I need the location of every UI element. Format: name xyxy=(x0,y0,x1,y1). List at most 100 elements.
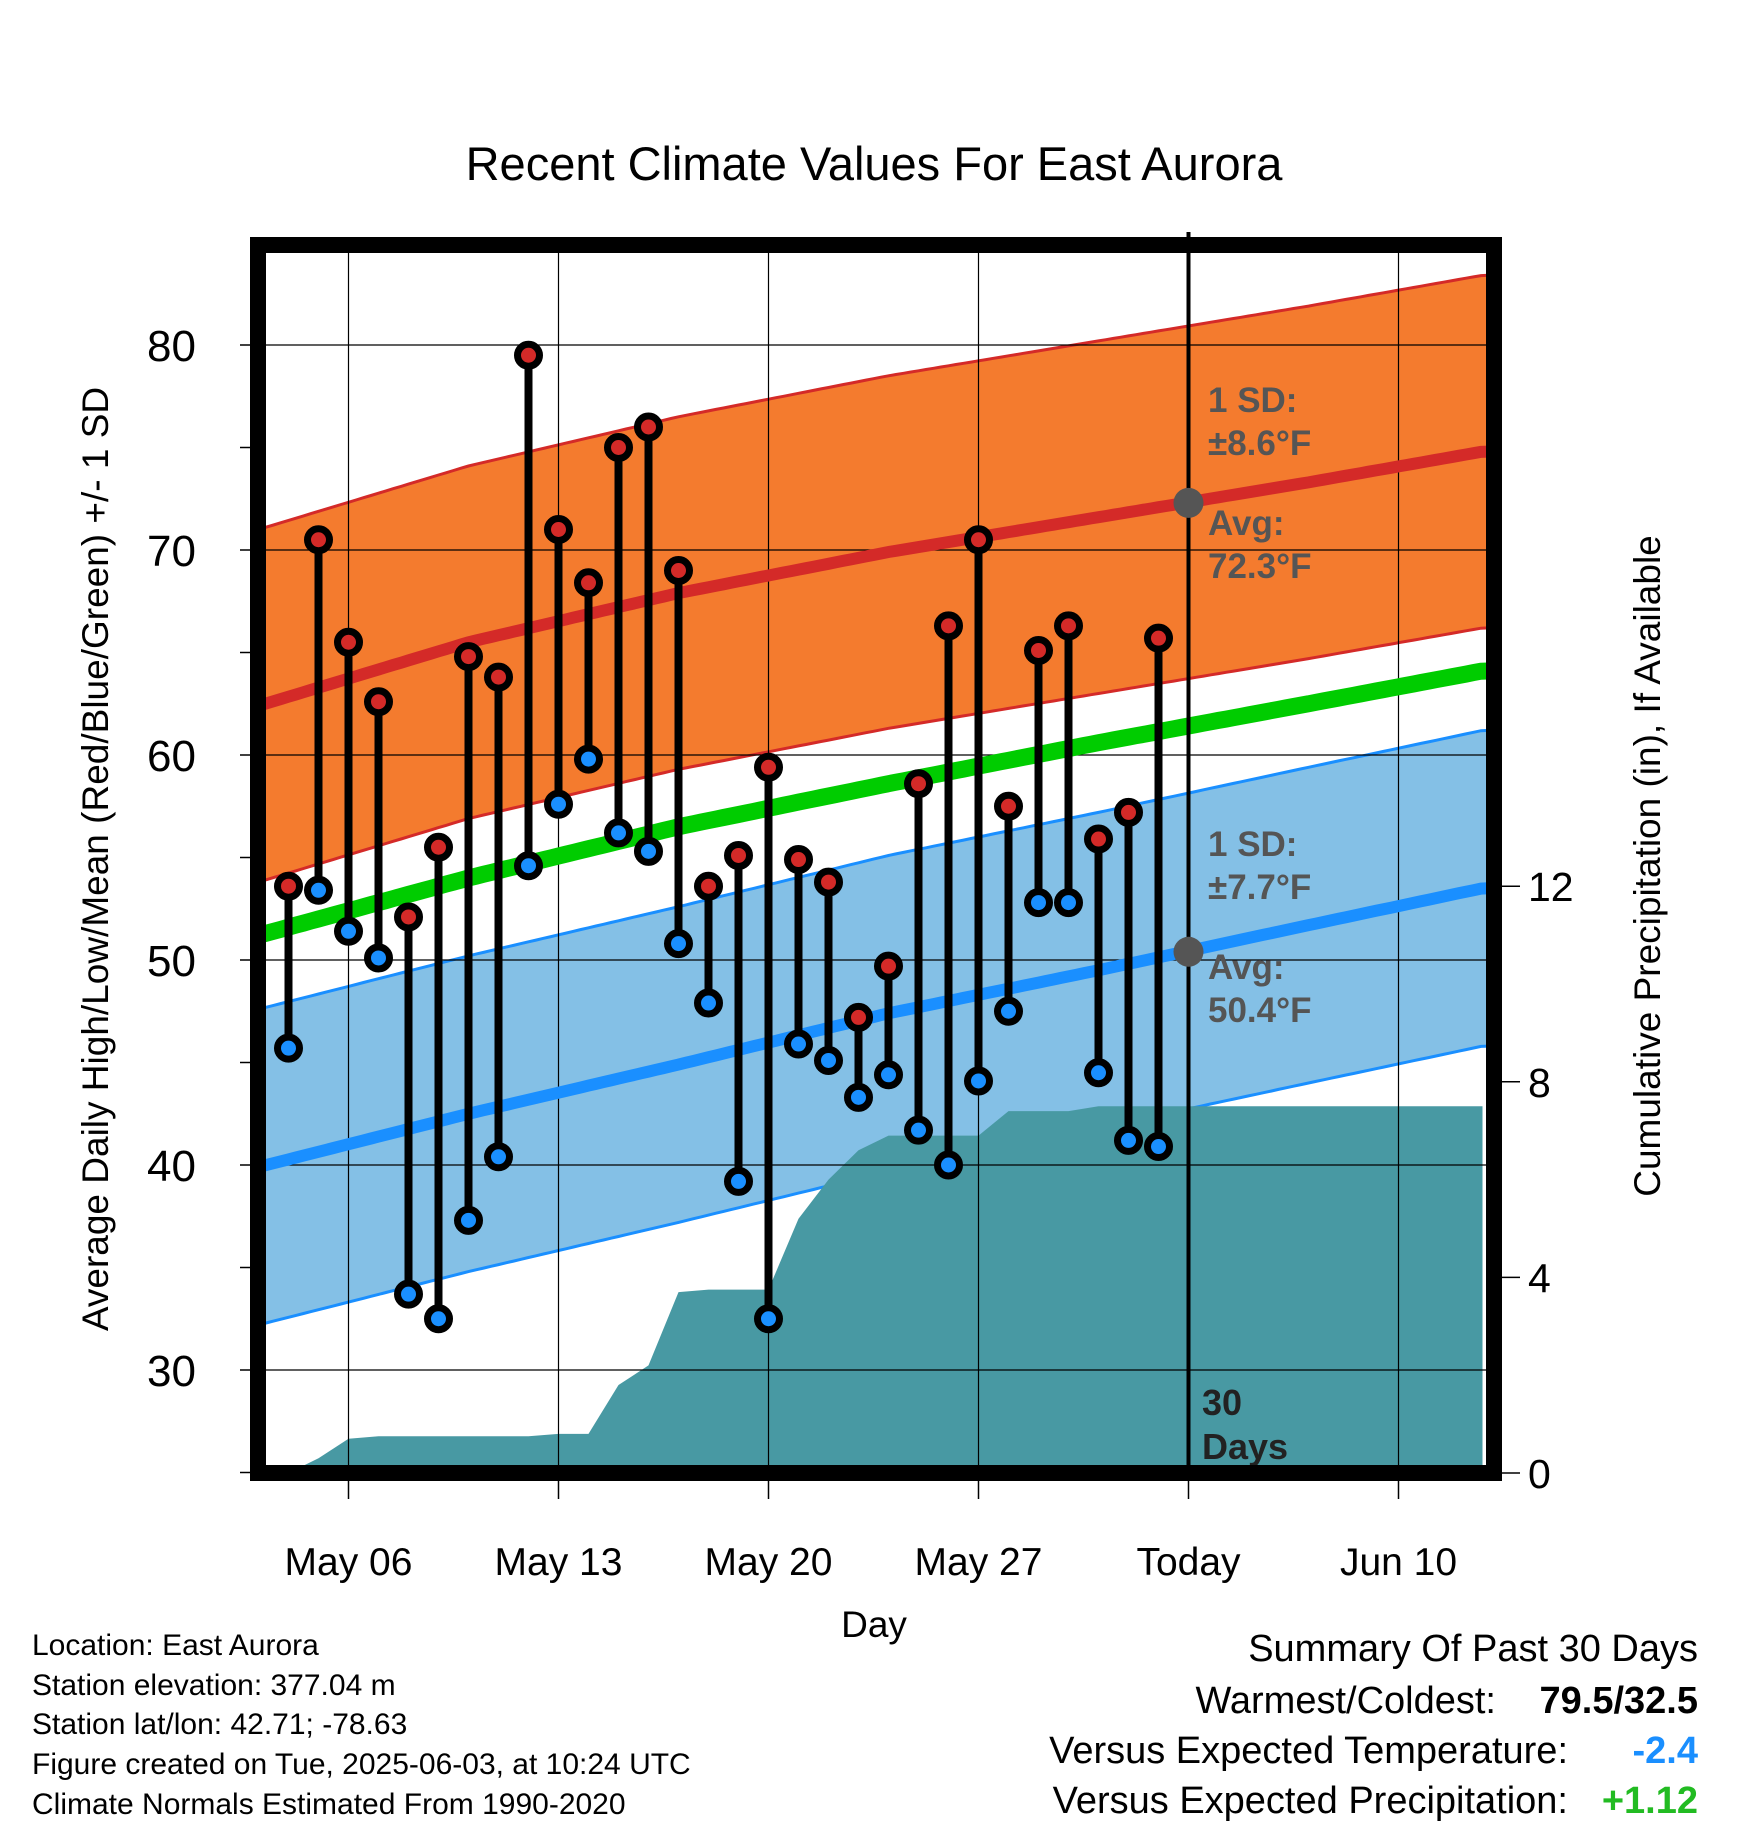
today-days-word: Days xyxy=(1202,1426,1288,1467)
info-elevation: Station elevation: 377.04 m xyxy=(32,1669,396,1702)
daily-low-point xyxy=(754,1304,783,1334)
summary-warm-cold-value: 79.5/32.5 xyxy=(1540,1680,1698,1722)
summary-warm-cold-label: Warmest/Coldest: xyxy=(1195,1680,1496,1722)
x-tick-label: May 13 xyxy=(495,1541,623,1584)
x-tick-label: Jun 10 xyxy=(1340,1541,1457,1584)
daily-high-point xyxy=(994,791,1023,821)
daily-high-point xyxy=(1114,797,1143,827)
low-avg-value: 50.4°F xyxy=(1208,991,1312,1030)
daily-low-point xyxy=(874,1060,903,1090)
today-days-count: 30 xyxy=(1202,1382,1242,1423)
daily-high-point xyxy=(274,871,303,901)
daily-high-point xyxy=(1024,635,1053,665)
daily-low-point xyxy=(334,916,363,946)
summary-precip-value: +1.12 xyxy=(1602,1780,1698,1822)
daily-high-point xyxy=(814,867,843,897)
daily-high-point xyxy=(514,340,543,370)
daily-low-point xyxy=(1054,888,1083,918)
daily-low-point xyxy=(934,1150,963,1180)
y-tick-label: 80 xyxy=(147,322,196,371)
y2-axis-label: Cumulative Precipitation (in), If Availa… xyxy=(1627,535,1668,1197)
daily-low-point xyxy=(664,929,693,959)
daily-low-point xyxy=(724,1166,753,1196)
daily-high-point xyxy=(394,902,423,932)
y-tick-label: 60 xyxy=(147,732,196,781)
y2-tick-label: 4 xyxy=(1528,1255,1551,1301)
band-annotations: 1 SD: ±8.6°F Avg: 72.3°F 1 SD: ±7.7°F Av… xyxy=(1202,381,1312,1467)
x-tick-label: May 06 xyxy=(285,1541,413,1584)
daily-low-point xyxy=(604,818,633,848)
daily-high-point xyxy=(664,556,693,585)
high-sd-label: 1 SD: xyxy=(1208,381,1297,420)
info-location: Location: East Aurora xyxy=(32,1629,319,1662)
daily-low-point xyxy=(544,789,573,819)
daily-high-point xyxy=(964,525,993,555)
high-sd-value: ±8.6°F xyxy=(1208,424,1311,463)
info-normals: Climate Normals Estimated From 1990-2020 xyxy=(32,1788,626,1821)
y2-tick-label: 0 xyxy=(1528,1451,1551,1497)
daily-low-point xyxy=(964,1066,993,1096)
daily-high-point xyxy=(1144,623,1173,653)
summary-precip-label: Versus Expected Precipitation: xyxy=(1053,1780,1568,1822)
daily-low-point xyxy=(1084,1058,1113,1088)
today-line xyxy=(1173,232,1204,1480)
summary-temp-label: Versus Expected Temperature: xyxy=(1049,1730,1568,1772)
daily-low-point xyxy=(1114,1125,1143,1155)
daily-high-point xyxy=(694,871,723,901)
daily-low-point xyxy=(274,1033,303,1063)
y2-tick-label: 8 xyxy=(1528,1060,1551,1106)
high-sd-band xyxy=(258,275,1489,883)
daily-high-point xyxy=(334,627,363,657)
daily-high-point xyxy=(604,433,633,462)
daily-low-point xyxy=(784,1029,813,1059)
daily-high-point xyxy=(904,769,933,799)
daily-low-point xyxy=(484,1142,513,1172)
today-high-avg-marker xyxy=(1173,487,1204,518)
daily-high-point xyxy=(874,951,903,981)
y-axis-label: Average Daily High/Low/Mean (Red/Blue/Gr… xyxy=(75,387,116,1331)
daily-low-point xyxy=(814,1045,843,1075)
daily-low-point xyxy=(454,1205,483,1235)
daily-high-point xyxy=(784,845,813,875)
info-latlon: Station lat/lon: 42.71; -78.63 xyxy=(32,1708,407,1741)
high-avg-value: 72.3°F xyxy=(1208,547,1312,586)
y-tick-label: 50 xyxy=(147,937,196,986)
daily-low-point xyxy=(364,943,393,973)
y2-tick-label: 12 xyxy=(1528,864,1574,910)
daily-high-point xyxy=(634,412,663,442)
low-sd-value: ±7.7°F xyxy=(1208,868,1311,907)
high-avg-label: Avg: xyxy=(1208,504,1284,543)
daily-high-point xyxy=(574,568,603,598)
x-tick-label: May 27 xyxy=(915,1541,1043,1584)
low-sd-band xyxy=(258,730,1489,1325)
precip-area xyxy=(258,1106,1483,1473)
daily-range-bars xyxy=(274,340,1173,1334)
cumulative-precipitation-area xyxy=(258,1106,1483,1473)
plot-frame xyxy=(250,237,1502,1481)
summary-heading: Summary Of Past 30 Days xyxy=(1248,1628,1698,1670)
y-tick-label: 40 xyxy=(147,1142,196,1191)
daily-high-point xyxy=(484,662,513,692)
high-band-lower-edge xyxy=(258,626,1489,884)
mean-normal-line xyxy=(258,662,1489,944)
daily-low-point xyxy=(844,1082,873,1112)
daily-low-point xyxy=(574,744,603,774)
station-info: Location: East Aurora Station elevation:… xyxy=(32,1629,691,1821)
chart-title: Recent Climate Values For East Aurora xyxy=(466,137,1284,190)
daily-high-point xyxy=(1084,824,1113,854)
axes: 30 40 50 60 70 80 0 4 8 12 May 06 May 13 May 20 May 2… xyxy=(147,322,1574,1584)
x-axis-label: Day xyxy=(841,1604,907,1645)
daily-high-point xyxy=(724,840,753,870)
daily-high-point xyxy=(304,525,333,555)
daily-low-point xyxy=(694,988,723,1018)
daily-low-point xyxy=(994,996,1023,1026)
daily-high-point xyxy=(754,752,783,782)
daily-high-point xyxy=(424,832,453,862)
today-low-avg-marker xyxy=(1173,936,1204,967)
daily-high-point xyxy=(454,642,483,672)
daily-low-point xyxy=(1144,1132,1173,1162)
daily-high-point xyxy=(934,611,963,641)
daily-high-point xyxy=(1054,611,1083,641)
x-tick-label: Today xyxy=(1136,1541,1241,1584)
y-tick-label: 70 xyxy=(147,527,196,576)
